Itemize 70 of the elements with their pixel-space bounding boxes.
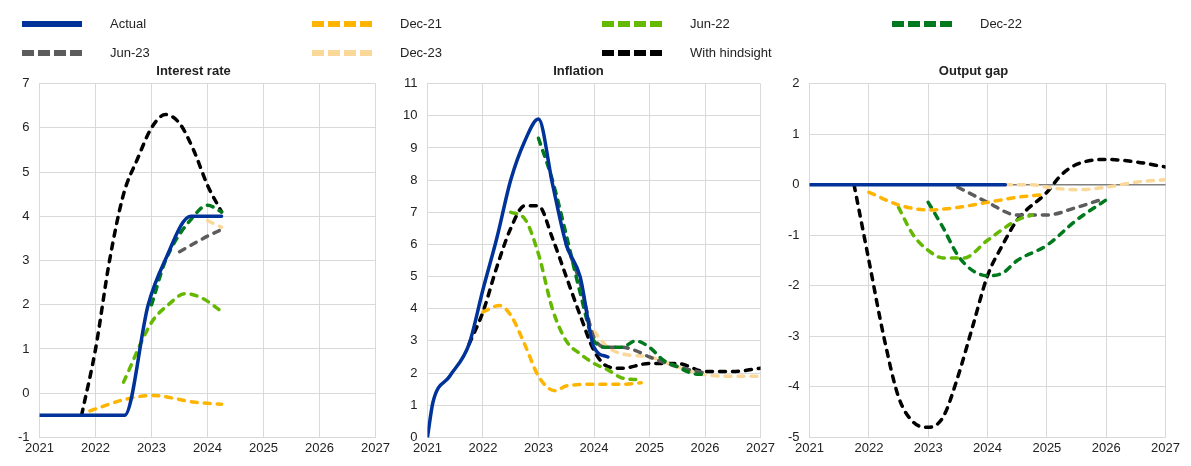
y-tick-label: -1 [18,428,30,444]
x-tick-label: 2027 [746,439,775,455]
x-tick-label: 2025 [249,439,279,455]
x-tick-label: 2023 [524,439,553,455]
line-series [508,210,638,382]
chart-title: Output gap [938,63,1009,79]
y-tick-label: 4 [410,300,418,316]
legend-label: Dec-23 [400,45,442,60]
line-series [956,185,1103,217]
y-tick-label: -4 [788,378,800,394]
y-tick-label: 1 [792,125,800,141]
x-tick-label: 2026 [690,439,720,455]
legend-label: Actual [110,16,147,31]
y-tick-label: 2 [410,364,418,380]
legend-label: Jun-23 [110,45,150,60]
y-tick-label: 6 [22,119,30,135]
x-tick-label: 2026 [305,439,334,455]
line-series [427,117,610,438]
y-tick-label: 5 [410,268,418,284]
x-tick-label: 2024 [579,439,609,455]
chart-title: Inflation [553,63,604,79]
line-series [867,190,1043,212]
y-tick-label: -5 [788,428,800,444]
x-tick-label: 2025 [635,439,664,455]
chart-title: Interest rate [156,63,231,79]
line-series [852,157,1166,430]
y-tick-label: 7 [410,203,418,219]
x-tick-label: 2027 [361,439,390,455]
x-tick-label: 2027 [1151,439,1180,455]
y-tick-label: -1 [788,226,800,242]
line-series [481,303,643,393]
x-tick-label: 2026 [1091,439,1121,455]
y-tick-label: 2 [792,75,800,91]
y-tick-label: 0 [410,428,418,444]
y-tick-label: 10 [402,107,418,123]
line-series [592,329,761,379]
legend-label: With hindsight [690,45,772,60]
line-series [896,205,1034,260]
y-tick-label: 9 [410,139,418,155]
y-tick-label: 2 [22,296,30,312]
line-series [926,198,1108,278]
y-tick-label: 3 [22,252,30,268]
y-tick-label: 4 [22,207,30,223]
legend-label: Dec-22 [980,16,1022,31]
y-tick-label: 0 [22,384,30,400]
y-tick-label: 1 [410,396,418,412]
y-tick-label: 7 [22,75,30,91]
x-tick-label: 2022 [468,439,498,455]
y-tick-label: 8 [410,171,418,187]
line-series [39,214,224,418]
legend-label: Jun-22 [690,16,730,31]
y-tick-label: 1 [22,340,30,356]
y-tick-label: 0 [792,176,800,192]
y-tick-label: 6 [410,236,418,251]
y-tick-label: 5 [22,163,30,179]
x-tick-label: 2023 [137,439,167,455]
line-series [121,291,224,384]
y-tick-label: -2 [788,277,800,293]
line-series [88,393,224,413]
y-tick-label: 3 [410,332,418,348]
x-tick-label: 2025 [1032,439,1062,455]
x-tick-label: 2023 [913,439,943,455]
x-tick-label: 2022 [81,439,111,455]
line-series [149,203,224,307]
y-tick-label: -3 [788,327,800,343]
x-tick-label: 2024 [193,439,223,455]
x-tick-label: 2024 [973,439,1003,455]
x-tick-label: 2022 [854,439,884,455]
y-tick-label: 11 [403,75,418,91]
legend-label: Dec-21 [400,16,442,31]
